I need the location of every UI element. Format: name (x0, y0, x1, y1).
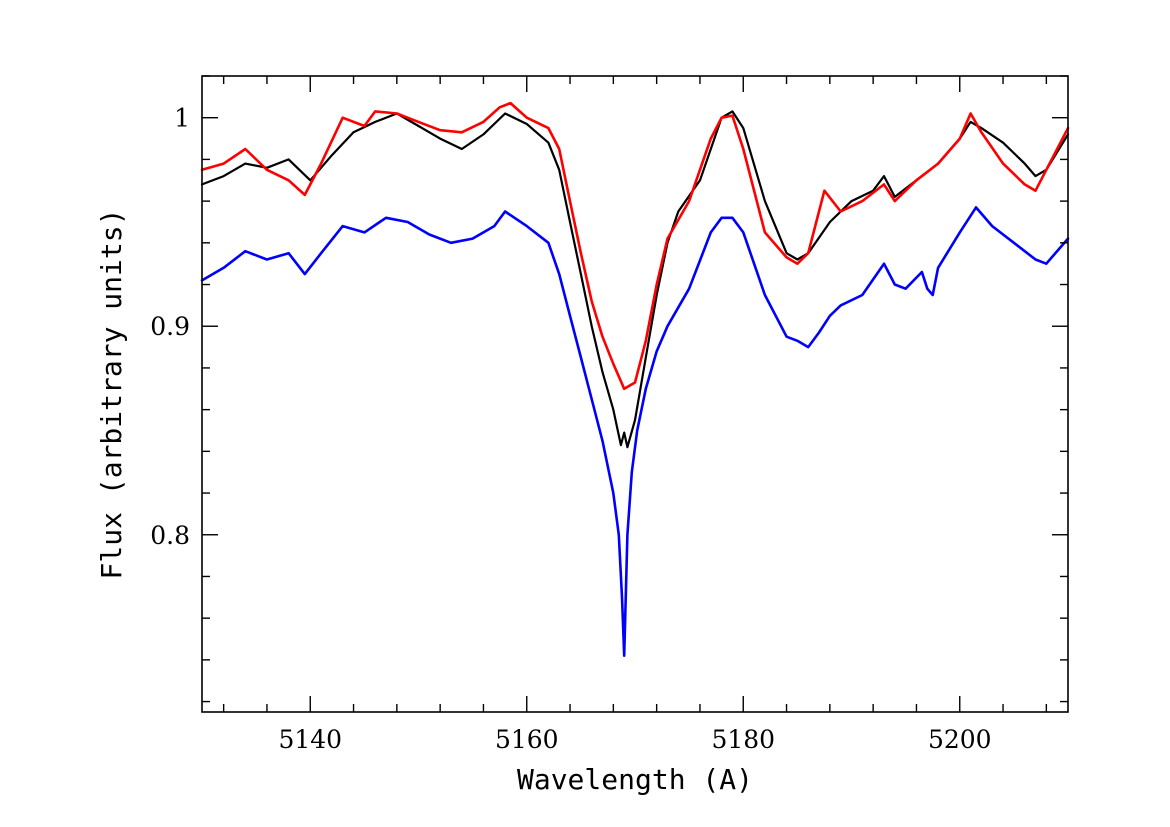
spectrum-red-line (200, 101, 1070, 391)
y-axis-title: Flux (arbitrary units) (95, 209, 128, 580)
spectrum-blue-line (200, 206, 1070, 658)
ticks-layer (202, 75, 1068, 712)
y-tick-label: 0.9 (150, 312, 190, 341)
y-tick-label: 0.8 (150, 521, 190, 550)
series-layer (200, 101, 1070, 658)
x-axis-title: Wavelength (A) (517, 763, 753, 796)
x-tick-label: 5140 (278, 725, 342, 754)
plot-frame (201, 75, 1069, 713)
x-tick-label: 5180 (711, 725, 775, 754)
x-tick-label: 5160 (495, 725, 559, 754)
x-tick-label: 5200 (928, 725, 992, 754)
tick-labels-layer: 5140 5160 5180 5200 0.8 0.9 1 (150, 104, 991, 754)
y-tick-label: 1 (174, 104, 190, 133)
